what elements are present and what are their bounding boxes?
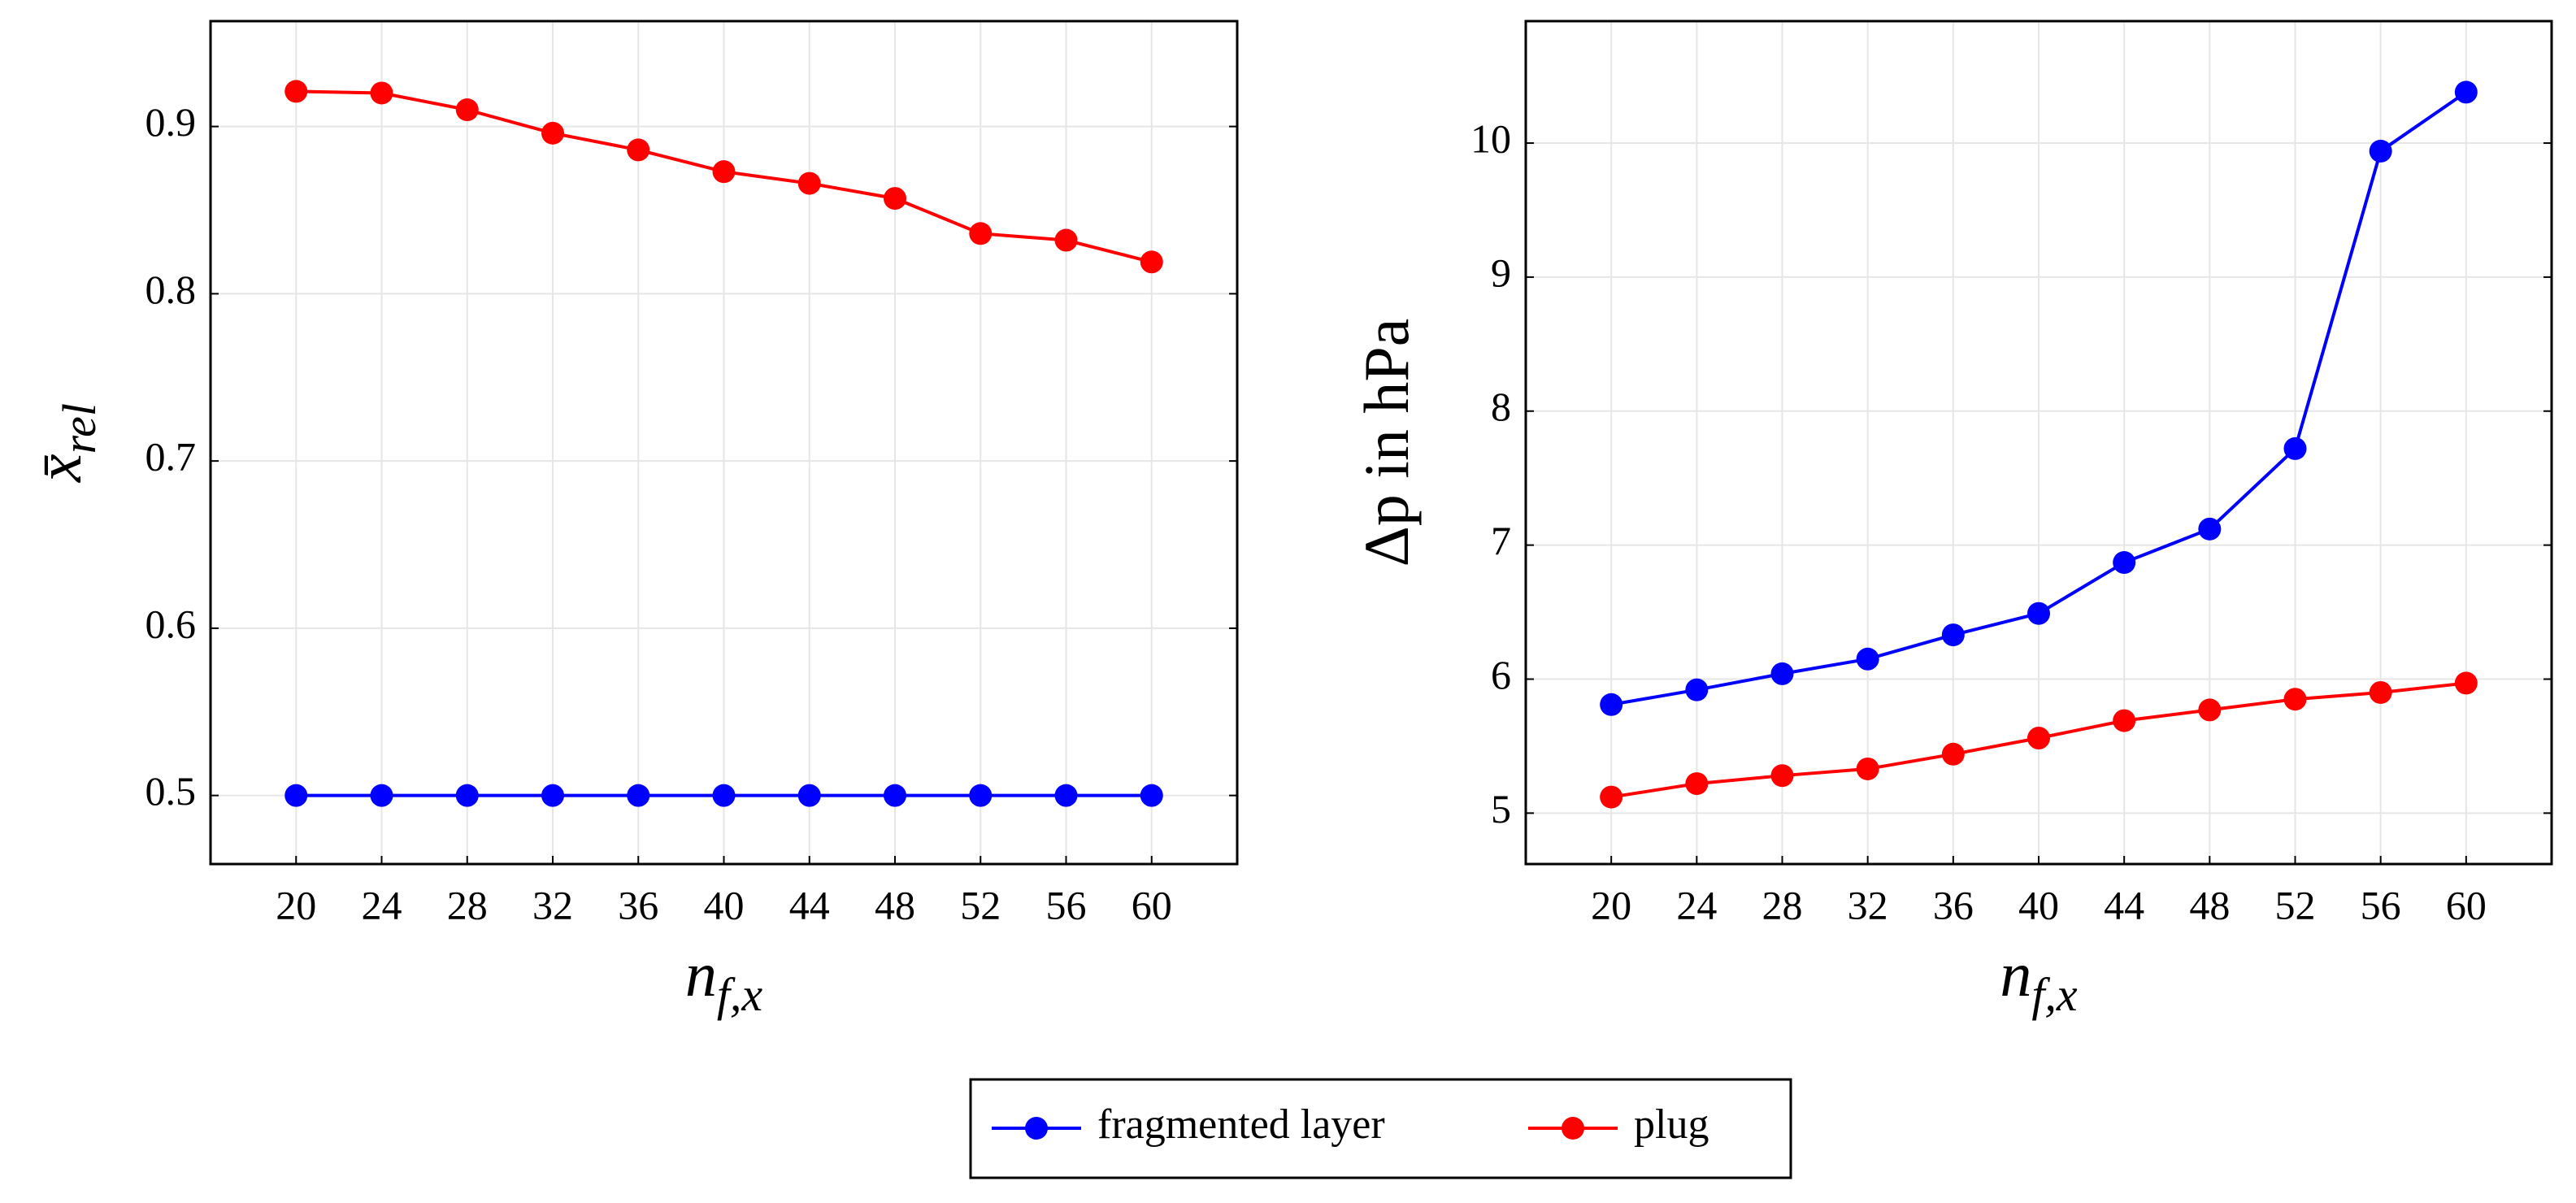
- axis-label: x̄rel: [24, 403, 106, 483]
- legend-box: [969, 1078, 1792, 1179]
- marker: [541, 784, 564, 807]
- legend-marker: [1025, 1117, 1048, 1140]
- x-tick-label: 56: [2361, 882, 2401, 927]
- y-tick-label: 0.5: [146, 768, 197, 814]
- axis-label-text: n: [685, 939, 717, 1010]
- axis-label: nf,x: [685, 939, 763, 1021]
- x-tick-label: 52: [2275, 882, 2316, 927]
- axis-label-text: n: [2000, 939, 2031, 1010]
- x-tick-label: 32: [532, 882, 573, 927]
- marker: [712, 160, 736, 184]
- x-tick-label: 56: [1046, 882, 1087, 927]
- marker: [2369, 680, 2392, 704]
- marker: [2283, 436, 2307, 460]
- y-tick-label: 0.7: [146, 434, 197, 480]
- marker: [969, 784, 993, 807]
- x-tick-label: 28: [1762, 882, 1803, 927]
- marker: [2113, 551, 2136, 575]
- marker: [969, 222, 993, 245]
- marker: [1770, 662, 1794, 685]
- y-tick-label: 8: [1491, 384, 1511, 429]
- marker: [1140, 250, 1163, 274]
- marker: [455, 784, 479, 807]
- marker: [2027, 602, 2050, 625]
- marker: [1140, 784, 1163, 807]
- marker: [1770, 764, 1794, 788]
- x-tick-label: 32: [1848, 882, 1888, 927]
- marker: [884, 784, 906, 807]
- marker: [1054, 228, 1078, 252]
- marker: [2198, 517, 2222, 541]
- legend-label: fragmented layer: [1097, 1101, 1385, 1148]
- axis-label-subscript: f,x: [717, 968, 763, 1021]
- y-tick-label: 5: [1491, 786, 1511, 832]
- legend-label: plug: [1634, 1101, 1709, 1148]
- x-tick-label: 48: [875, 882, 915, 927]
- marker: [627, 784, 650, 807]
- marker: [2113, 709, 2136, 732]
- marker: [2283, 688, 2307, 711]
- x-tick-label: 36: [1933, 882, 1974, 927]
- y-tick-label: 7: [1491, 518, 1511, 563]
- marker: [627, 138, 650, 162]
- x-tick-label: 36: [618, 882, 658, 927]
- marker: [2198, 698, 2222, 722]
- x-tick-label: 20: [1591, 882, 1631, 927]
- y-tick-label: 0.8: [146, 267, 197, 312]
- marker: [797, 172, 821, 195]
- x-tick-label: 24: [1676, 882, 1717, 927]
- x-tick-label: 28: [447, 882, 488, 927]
- marker: [2454, 80, 2478, 104]
- plot-frame: [209, 20, 1239, 866]
- axis-label: Δp in hPa: [1351, 319, 1422, 567]
- axis-label: nf,x: [2000, 939, 2078, 1021]
- y-tick-label: 9: [1491, 250, 1511, 295]
- x-tick-label: 60: [2446, 882, 2487, 927]
- marker: [1600, 785, 1623, 809]
- marker: [285, 80, 308, 103]
- marker: [1685, 772, 1709, 796]
- x-tick-label: 60: [1132, 882, 1172, 927]
- marker: [1054, 784, 1078, 807]
- y-tick-label: 0.6: [146, 601, 197, 646]
- axis-label-subscript: f,x: [2031, 968, 2078, 1021]
- axis-label-text: x̄: [24, 454, 94, 483]
- x-tick-label: 40: [2018, 882, 2059, 927]
- marker: [884, 187, 906, 211]
- plot-frame: [1524, 20, 2553, 866]
- x-tick-label: 24: [362, 882, 402, 927]
- x-tick-label: 48: [2189, 882, 2230, 927]
- marker: [712, 784, 736, 807]
- marker: [285, 784, 308, 807]
- marker: [370, 81, 393, 105]
- marker: [541, 121, 564, 145]
- x-tick-label: 44: [789, 882, 830, 927]
- marker: [370, 784, 393, 807]
- marker: [2369, 139, 2392, 163]
- y-tick-label: 10: [1470, 115, 1511, 161]
- marker: [1856, 647, 1879, 671]
- marker: [1685, 678, 1709, 701]
- marker: [2027, 727, 2050, 750]
- x-tick-label: 52: [960, 882, 1001, 927]
- marker: [1600, 693, 1623, 716]
- marker: [1941, 742, 1965, 766]
- axis-label-subscript: rel: [53, 403, 106, 454]
- x-tick-label: 44: [2104, 882, 2144, 927]
- marker: [1856, 757, 1879, 780]
- marker: [1941, 623, 1965, 647]
- marker: [455, 98, 479, 122]
- x-tick-label: 20: [276, 882, 316, 927]
- y-tick-label: 0.9: [146, 99, 197, 145]
- y-tick-label: 6: [1491, 652, 1511, 697]
- axis-label-text: Δp in hPa: [1351, 319, 1422, 567]
- legend-marker: [1562, 1117, 1584, 1140]
- marker: [797, 784, 821, 807]
- marker: [2454, 671, 2478, 695]
- x-tick-label: 40: [704, 882, 745, 927]
